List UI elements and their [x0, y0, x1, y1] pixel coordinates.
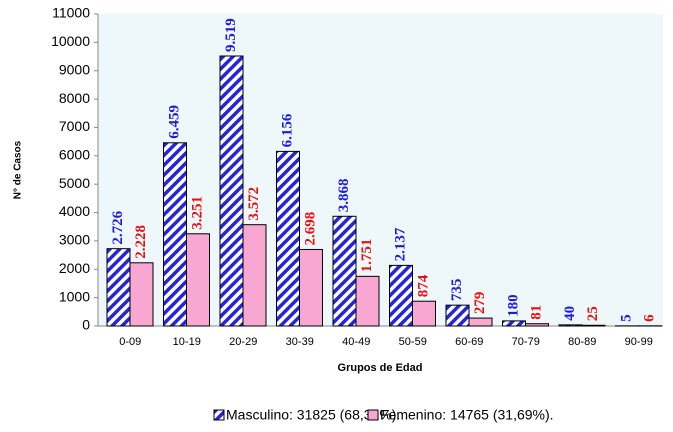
bar	[276, 150, 300, 327]
bar	[525, 323, 549, 327]
y-tick-label: 6000	[59, 147, 90, 163]
bar	[412, 300, 436, 327]
x-tick-label: 20-29	[229, 336, 257, 348]
y-tick-label: 4000	[59, 203, 90, 219]
bar	[332, 215, 357, 327]
x-tick-label: 0-09	[119, 336, 141, 348]
x-tick-label: 60-69	[455, 336, 483, 348]
y-tick-label: 5000	[59, 175, 90, 191]
value-label: 3.251	[189, 196, 205, 230]
y-tick-label: 8000	[59, 90, 90, 106]
value-label: 3.572	[246, 187, 262, 221]
bar	[129, 262, 154, 327]
value-label: 180	[505, 294, 521, 317]
x-tick-label: 50-59	[399, 336, 427, 348]
value-label: 9.519	[223, 18, 239, 52]
value-label: 81	[528, 305, 544, 320]
y-tick-label: 2000	[59, 260, 90, 276]
bar	[502, 320, 526, 327]
bar	[163, 142, 187, 327]
x-tick-label: 40-49	[342, 336, 370, 348]
x-tick-label: 70-79	[512, 336, 540, 348]
bar	[219, 55, 244, 327]
value-label: 2.726	[110, 210, 126, 244]
value-label: 6	[641, 314, 657, 322]
legend-swatch	[213, 409, 225, 421]
y-tick-label: 9000	[59, 61, 90, 77]
x-axis-title: Grupos de Edad	[338, 362, 423, 374]
legend-label: Masculino: 31825 (68,31%).	[226, 407, 400, 423]
y-tick-label: 11000	[52, 5, 90, 21]
value-label: 6.156	[279, 113, 295, 147]
value-label: 2.698	[302, 212, 318, 246]
value-label: 3.868	[336, 179, 352, 213]
y-tick-label: 1000	[59, 288, 90, 304]
y-tick-label: 10000	[51, 33, 90, 49]
bar	[106, 248, 131, 327]
bar	[355, 275, 380, 327]
bar	[558, 324, 583, 327]
value-label: 874	[415, 274, 431, 297]
x-tick-label: 30-39	[286, 336, 314, 348]
value-label: 735	[449, 279, 465, 302]
bar	[242, 224, 267, 327]
legend-swatch	[367, 409, 379, 421]
value-label: 2.137	[392, 227, 408, 261]
value-label: 40	[562, 306, 578, 321]
y-axis-title: N° de Casos	[13, 140, 24, 199]
bar	[445, 304, 470, 327]
bar	[299, 248, 323, 327]
value-label: 25	[585, 306, 601, 321]
y-tick-label: 0	[82, 317, 90, 333]
x-tick-label: 10-19	[173, 336, 201, 348]
bar	[186, 233, 210, 327]
value-label: 279	[472, 292, 488, 315]
x-tick-label: 90-99	[625, 336, 653, 348]
value-label: 1.751	[359, 239, 375, 273]
value-label: 2.228	[133, 225, 149, 259]
value-label: 5	[618, 314, 634, 322]
bar	[468, 317, 493, 327]
y-tick-label: 3000	[59, 232, 90, 248]
legend-label: Femenino: 14765 (31,69%).	[380, 407, 554, 423]
bar	[389, 264, 413, 327]
value-label: 6.459	[166, 105, 182, 139]
y-tick-label: 7000	[59, 118, 90, 134]
bar	[581, 324, 606, 327]
x-tick-label: 80-89	[568, 336, 596, 348]
